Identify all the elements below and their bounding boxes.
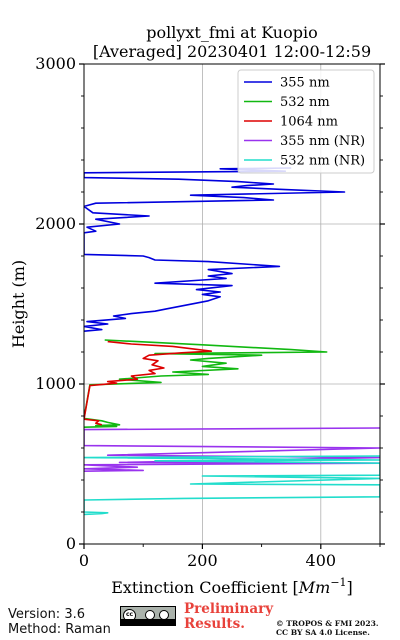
preliminary-line-1: Preliminary — [184, 601, 274, 617]
legend-label-0: 355 nm — [280, 76, 330, 91]
version-text: Version: 3.6 — [8, 607, 85, 622]
series-line-3 — [84, 427, 380, 472]
copyright-notice: © TROPOS & FMI 2023. CC BY SA 4.0 Licens… — [276, 619, 379, 637]
preliminary-notice: Preliminary Results. — [184, 602, 273, 632]
x-tick-label-1: 200 — [187, 551, 218, 570]
series-line-0 — [84, 167, 346, 332]
x-axis-label: Extinction Coefficient [Mm−1] — [111, 576, 353, 597]
legend-label-4: 532 nm (NR) — [280, 154, 365, 169]
legend: 355 nm 532 nm 1064 nm 355 nm (NR) 532 nm (NR… — [237, 69, 375, 174]
cc-license-badge: cc — [120, 606, 176, 626]
method-text: Method: Raman — [8, 622, 111, 637]
legend-box — [237, 69, 375, 174]
copyright-line-1: © TROPOS & FMI 2023. — [276, 619, 379, 628]
x-tick-label-2: 400 — [306, 551, 337, 570]
preliminary-line-2: Results. — [184, 616, 245, 632]
badge-strip — [121, 619, 175, 625]
cc-icon: cc — [123, 609, 136, 622]
series-layer — [84, 167, 380, 516]
y-tick-label-0: 0 — [66, 534, 76, 553]
y-tick-label-2: 2000 — [35, 214, 76, 233]
y-tick-label-3: 3000 — [35, 54, 76, 73]
x-tick-label-0: 0 — [79, 551, 89, 570]
series-line-2 — [84, 340, 213, 426]
axis-ticks — [79, 63, 385, 549]
plot-frame — [83, 63, 381, 545]
legend-label-1: 532 nm — [280, 95, 330, 110]
chart-title: pollyxt_fmi at Kuopio — [146, 23, 317, 42]
series-line-4 — [84, 455, 380, 516]
legend-label-2: 1064 nm — [280, 115, 338, 130]
y-axis-label: Height (m) — [9, 260, 28, 348]
axis-tick-labels: 0 1000 2000 3000 0 200 400 — [35, 54, 336, 570]
y-tick-label-1: 1000 — [35, 374, 76, 393]
legend-label-3: 355 nm (NR) — [280, 134, 365, 149]
copyright-line-2: CC BY SA 4.0 License. — [276, 628, 370, 637]
chart-subtitle: [Averaged] 20230401 12:00-12:59 — [93, 42, 371, 61]
